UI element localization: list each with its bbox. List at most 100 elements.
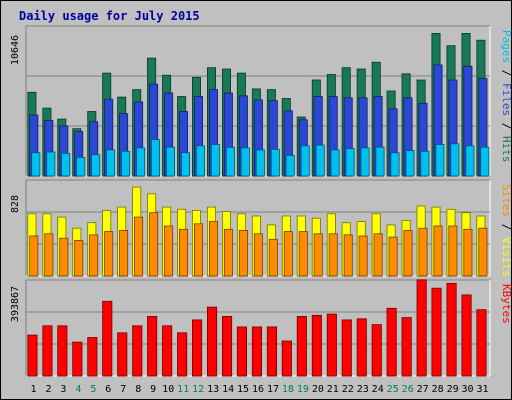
y-max-label: 10646 — [10, 35, 21, 65]
bar-sites-3 — [59, 237, 69, 277]
bar-kbytes-3 — [57, 325, 68, 377]
bar-pages-17 — [270, 148, 280, 177]
bar-kbytes-6 — [102, 300, 113, 377]
bar-pages-26 — [405, 150, 415, 177]
bar-sites-26 — [403, 229, 413, 277]
legend: Pages / Files / Hits — [500, 30, 512, 163]
bar-pages-23 — [360, 147, 370, 177]
bar-pages-25 — [390, 152, 400, 177]
bar-pages-19 — [300, 145, 310, 177]
bar-kbytes-25 — [386, 307, 397, 377]
bar-sites-16 — [253, 233, 263, 277]
x-tick-label: 10 — [162, 384, 174, 395]
bar-sites-10 — [164, 225, 174, 277]
bar-pages-13 — [210, 144, 220, 177]
panel-3: 393867 KBytes — [10, 279, 512, 377]
x-tick-label: 26 — [402, 384, 414, 395]
bar-kbytes-15 — [236, 326, 248, 377]
bar-kbytes-31 — [476, 309, 487, 377]
bar-sites-13 — [208, 221, 218, 277]
bar-pages-9 — [150, 139, 160, 177]
x-tick-label: 31 — [476, 384, 488, 395]
x-tick-label: 7 — [120, 384, 126, 395]
x-tick-label: 27 — [417, 384, 429, 395]
bar-pages-21 — [330, 149, 340, 177]
bar-kbytes-19 — [296, 315, 307, 377]
bar-pages-18 — [285, 154, 295, 177]
bar-kbytes-28 — [431, 287, 442, 377]
x-tick-label: 2 — [45, 384, 51, 395]
bar-kbytes-8 — [132, 325, 143, 377]
bar-pages-1 — [31, 152, 41, 177]
x-tick-label: 30 — [461, 384, 473, 395]
bar-sites-11 — [178, 228, 188, 277]
legend: KBytes — [500, 284, 512, 324]
bar-sites-30 — [463, 228, 473, 277]
x-tick-label: 1 — [30, 384, 36, 395]
bar-kbytes-18 — [281, 340, 292, 377]
bar-sites-24 — [373, 233, 383, 277]
bar-pages-15 — [240, 147, 250, 177]
bar-kbytes-9 — [147, 315, 158, 377]
bar-sites-20 — [313, 233, 323, 277]
bar-kbytes-24 — [371, 324, 382, 377]
legend-separator: / — [500, 63, 512, 83]
bar-kbytes-29 — [446, 282, 457, 377]
legend-sites: Sites — [500, 184, 512, 217]
bar-kbytes-1 — [27, 334, 38, 377]
bar-sites-28 — [433, 225, 443, 277]
bar-pages-31 — [480, 146, 490, 177]
bar-sites-8 — [134, 216, 144, 277]
bar-pages-22 — [345, 148, 355, 177]
bar-sites-29 — [448, 225, 458, 277]
bar-pages-5 — [91, 154, 101, 177]
y-max-label: 828 — [10, 195, 21, 213]
bar-kbytes-27 — [416, 279, 427, 377]
bar-sites-22 — [343, 234, 353, 277]
bar-kbytes-21 — [326, 313, 337, 377]
bar-kbytes-23 — [356, 318, 367, 377]
bar-pages-12 — [195, 145, 205, 177]
bar-kbytes-22 — [341, 319, 352, 377]
bar-pages-7 — [121, 150, 131, 177]
x-tick-label: 9 — [150, 384, 156, 395]
bar-sites-6 — [104, 231, 114, 277]
legend-visits: Visits — [500, 237, 512, 277]
bar-pages-16 — [255, 149, 265, 177]
bar-sites-21 — [328, 233, 338, 277]
bar-sites-4 — [74, 239, 84, 277]
bar-sites-14 — [223, 228, 233, 277]
bar-pages-28 — [435, 144, 445, 177]
legend: Sites / Visits — [500, 184, 512, 277]
bar-sites-19 — [298, 231, 308, 277]
bar-kbytes-12 — [191, 319, 203, 377]
bar-pages-10 — [165, 146, 175, 177]
legend-text: KBytes — [500, 284, 512, 324]
bar-kbytes-5 — [87, 337, 98, 377]
chart-title: Daily usage for July 2015 — [19, 9, 200, 23]
x-tick-label: 11 — [177, 384, 189, 395]
bar-sites-2 — [44, 233, 54, 277]
x-tick-label: 4 — [75, 384, 81, 395]
legend-files: Files — [500, 83, 512, 116]
bar-kbytes-10 — [162, 325, 173, 377]
bar-sites-7 — [119, 229, 129, 277]
bar-pages-24 — [375, 146, 385, 177]
legend-hits: Hits — [500, 136, 512, 163]
x-tick-label: 13 — [207, 384, 219, 395]
x-tick-label: 16 — [252, 384, 264, 395]
bar-sites-5 — [89, 234, 99, 277]
bar-pages-29 — [450, 143, 460, 177]
bar-pages-20 — [315, 144, 325, 177]
legend-separator: / — [500, 217, 512, 237]
x-tick-label: 5 — [90, 384, 96, 395]
bar-kbytes-17 — [266, 326, 277, 377]
x-tick-label: 20 — [312, 384, 324, 395]
bar-pages-30 — [465, 145, 475, 177]
x-tick-label: 22 — [342, 384, 354, 395]
y-max-label: 393867 — [10, 286, 21, 322]
bar-sites-18 — [283, 231, 293, 277]
bar-sites-27 — [418, 227, 428, 277]
bar-kbytes-14 — [221, 315, 233, 377]
